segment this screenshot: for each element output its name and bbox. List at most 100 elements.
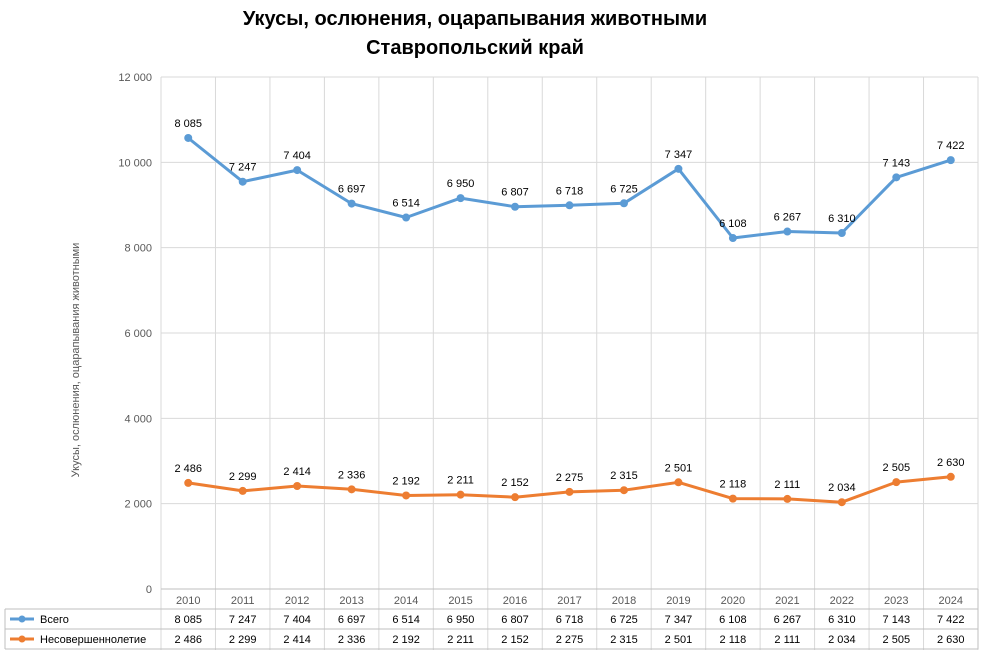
- data-label: 8 085: [174, 118, 202, 130]
- chart-title: Укусы, ослюнения, оцарапывания животными: [243, 8, 707, 30]
- y-tick-label: 12 000: [118, 72, 152, 84]
- y-tick-label: 2 000: [124, 499, 152, 511]
- x-tick-label: 2023: [884, 595, 908, 607]
- data-point: [619, 486, 628, 495]
- table-cell: 2 336: [338, 634, 366, 646]
- y-tick-label: 6 000: [124, 328, 152, 340]
- data-label: 6 725: [610, 183, 638, 195]
- data-label: 2 486: [174, 463, 202, 475]
- table-cell: 2 118: [720, 634, 747, 646]
- data-label: 7 347: [665, 149, 693, 161]
- x-tick-label: 2024: [939, 595, 963, 607]
- table-cell: 7 422: [937, 614, 965, 626]
- x-tick-label: 2022: [830, 595, 854, 607]
- data-point: [892, 173, 901, 182]
- data-label: 6 310: [828, 213, 856, 225]
- data-point: [783, 227, 792, 236]
- data-label: 7 247: [229, 162, 257, 174]
- grid: 0 2 000 4 000 6 000 8 000 10 000 12 000: [118, 72, 979, 650]
- legend-marker: [18, 635, 26, 643]
- table-cell: 2 486: [174, 634, 202, 646]
- data-point: [456, 194, 465, 203]
- y-tick-label: 8 000: [124, 243, 152, 255]
- data-point: [946, 472, 955, 481]
- y-tick-label: 4 000: [124, 413, 152, 425]
- table-cell: 7 247: [229, 614, 257, 626]
- table-cell: 6 718: [556, 614, 584, 626]
- data-label: 6 697: [338, 184, 366, 196]
- data-labels: 8 085 7 247 7 404 6 697 6 514 6 950 6 807 6 718…: [174, 118, 964, 494]
- table-cell: 2 152: [501, 634, 529, 646]
- data-label: 2 034: [828, 482, 856, 494]
- table-cell: 7 143: [883, 614, 911, 626]
- data-point: [238, 177, 247, 186]
- data-point: [184, 478, 193, 487]
- data-label: 2 505: [883, 462, 911, 474]
- data-point: [511, 493, 520, 502]
- x-tick-label: 2021: [775, 595, 799, 607]
- x-tick-label: 2015: [448, 595, 472, 607]
- data-label: 6 267: [774, 212, 802, 224]
- table-cell: 2 211: [447, 634, 474, 646]
- data-point: [402, 491, 411, 500]
- data-point: [946, 156, 955, 165]
- x-tick-label: 2012: [285, 595, 309, 607]
- legend-label: Несовершеннолетие: [40, 634, 146, 646]
- table-cell: 8 085: [174, 614, 202, 626]
- data-point: [674, 164, 683, 173]
- table-cell: 6 807: [501, 614, 529, 626]
- data-point: [674, 478, 683, 487]
- x-tick-label: 2017: [557, 595, 581, 607]
- data-point: [837, 498, 846, 507]
- x-tick-label: 2016: [503, 595, 527, 607]
- data-point: [837, 228, 846, 237]
- x-tick-label: 2013: [339, 595, 363, 607]
- legend-marker: [18, 615, 26, 623]
- data-point: [728, 494, 737, 503]
- data-label: 2 299: [229, 471, 257, 483]
- data-point: [402, 213, 411, 222]
- x-tick-label: 2019: [666, 595, 690, 607]
- data-label: 2 192: [392, 475, 420, 487]
- data-point: [347, 199, 356, 208]
- table-cell: 2 275: [556, 634, 584, 646]
- x-tick-label: 2011: [231, 595, 255, 607]
- legend-label: Всего: [40, 614, 69, 626]
- data-label: 6 514: [392, 198, 420, 210]
- x-tick-label: 2020: [721, 595, 745, 607]
- data-point: [565, 201, 574, 210]
- data-label: 6 807: [501, 187, 529, 199]
- table-cell: 7 347: [665, 614, 693, 626]
- data-point: [347, 485, 356, 494]
- data-point: [783, 494, 792, 503]
- table-cell: 2 315: [610, 634, 638, 646]
- data-point: [184, 133, 193, 142]
- data-point: [511, 202, 520, 211]
- table-cell: 2 299: [229, 634, 257, 646]
- table-cell: 6 725: [610, 614, 638, 626]
- table-cell: 2 111: [774, 634, 800, 646]
- x-tick-label: 2018: [612, 595, 636, 607]
- data-point: [293, 166, 302, 175]
- data-label: 7 422: [937, 140, 965, 152]
- data-label: 2 414: [283, 466, 311, 478]
- chart-subtitle: Ставропольский край: [366, 37, 584, 59]
- data-label: 6 108: [719, 218, 747, 230]
- data-label: 2 111: [774, 479, 800, 491]
- data-label: 2 275: [556, 472, 584, 484]
- table-cell: 7 404: [283, 614, 311, 626]
- data-point: [293, 482, 302, 491]
- x-tick-label: 2014: [394, 595, 418, 607]
- y-tick-label: 0: [146, 584, 152, 596]
- y-axis-label: Укусы, ослюнения, оцарапывания животными: [70, 243, 82, 478]
- data-point: [565, 487, 574, 496]
- data-label: 2 315: [610, 470, 638, 482]
- table-cell: 6 697: [338, 614, 366, 626]
- data-point: [238, 486, 247, 495]
- table-cell: 2 414: [283, 634, 311, 646]
- data-label: 2 630: [937, 457, 965, 469]
- table-cell: 6 108: [719, 614, 747, 626]
- data-label: 6 718: [556, 185, 584, 197]
- table-cell: 2 192: [392, 634, 420, 646]
- table-cell: 2 630: [937, 634, 965, 646]
